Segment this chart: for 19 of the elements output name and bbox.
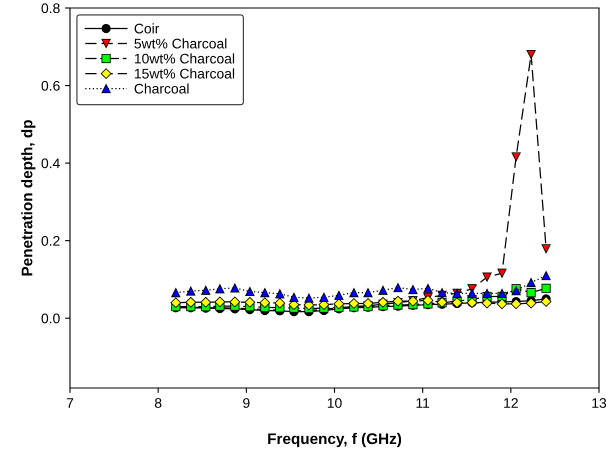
x-tick-label: 8 — [154, 398, 162, 408]
y-tick-label: 0.2 — [42, 236, 60, 246]
y-tick-label: 0.0 — [42, 314, 60, 324]
legend-label: Charcoal — [134, 83, 189, 94]
legend-label: 15wt% Charcoal — [134, 68, 234, 79]
y-tick-label: 0.8 — [42, 3, 60, 14]
x-tick-label: 11 — [416, 398, 430, 408]
legend-label: Coir — [134, 23, 160, 34]
x-tick-label: 9 — [243, 398, 250, 408]
y-axis-title: Penetration depth, dp — [21, 120, 36, 276]
y-tick-label: 0.4 — [42, 158, 60, 168]
x-tick-label: 10 — [328, 398, 342, 408]
y-tick-label: 0.6 — [42, 80, 60, 91]
x-tick-label: 13 — [592, 398, 606, 408]
x-tick-label: 7 — [66, 398, 74, 408]
x-axis-title: Frequency, f (GHz) — [268, 432, 402, 448]
legend-label: 5wt% Charcoal — [134, 38, 226, 49]
legend-label: 10wt% Charcoal — [134, 53, 234, 64]
x-tick-label: 12 — [504, 398, 518, 408]
